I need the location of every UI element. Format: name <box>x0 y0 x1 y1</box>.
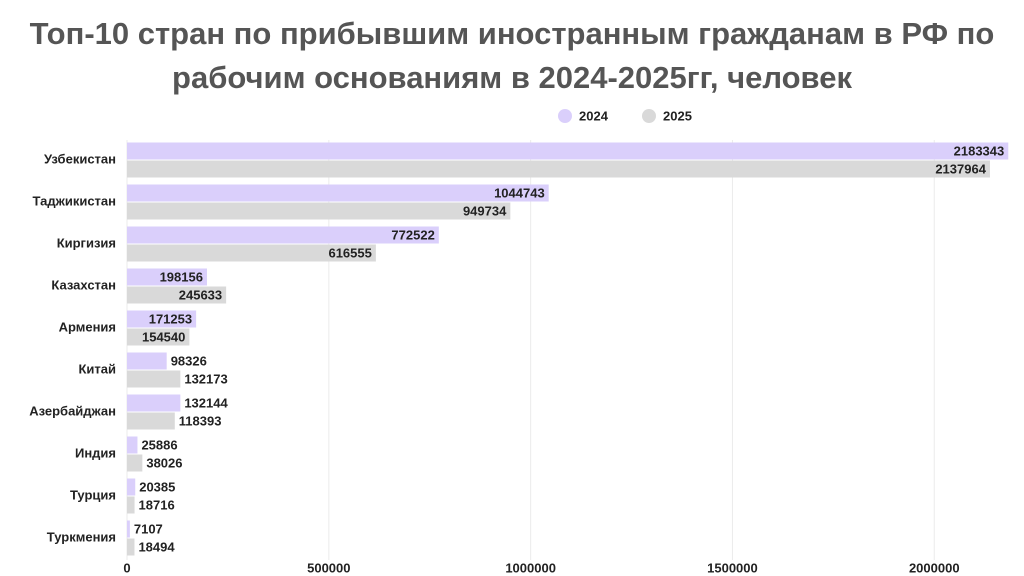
x-tick-label: 2000000 <box>909 560 960 575</box>
data-label: 132144 <box>184 395 228 410</box>
legend-label: 2025 <box>663 108 692 123</box>
bar <box>127 244 376 262</box>
bar <box>127 268 207 286</box>
data-label: 1044743 <box>494 185 545 200</box>
bar <box>127 370 181 388</box>
y-tick-label: Таджикистан <box>33 193 116 208</box>
data-label: 20385 <box>139 479 175 494</box>
y-tick-label: Армения <box>59 319 116 334</box>
data-label: 949734 <box>463 203 507 218</box>
data-label: 171253 <box>149 311 192 326</box>
data-label: 18716 <box>139 497 175 512</box>
bar <box>127 520 130 538</box>
data-label: 616555 <box>328 245 371 260</box>
x-tick-label: 1000000 <box>505 560 556 575</box>
x-tick-label: 0 <box>123 560 130 575</box>
data-label: 2183343 <box>954 143 1005 158</box>
y-tick-label: Турция <box>70 487 116 502</box>
bar <box>127 412 175 430</box>
bar <box>127 226 439 244</box>
x-tick-label: 1500000 <box>707 560 758 575</box>
y-tick-label: Казахстан <box>51 277 116 292</box>
bar <box>127 454 143 472</box>
legend-swatch <box>558 109 572 123</box>
data-label: 132173 <box>184 371 227 386</box>
bar <box>127 394 181 412</box>
y-tick-label: Индия <box>75 445 116 460</box>
data-label: 772522 <box>391 227 434 242</box>
y-tick-label: Киргизия <box>57 235 116 250</box>
legend-label: 2024 <box>579 108 609 123</box>
bar <box>127 142 1009 160</box>
data-label: 118393 <box>179 413 222 428</box>
bar <box>127 310 197 328</box>
legend-swatch <box>642 109 656 123</box>
bar <box>127 202 511 220</box>
bar <box>127 538 135 556</box>
y-tick-label: Китай <box>78 361 116 376</box>
bar <box>127 328 190 346</box>
data-label: 198156 <box>160 269 203 284</box>
data-label: 2137964 <box>935 161 986 176</box>
data-label: 7107 <box>134 521 163 536</box>
bar <box>127 352 167 370</box>
bar <box>127 436 138 454</box>
data-label: 98326 <box>171 353 207 368</box>
y-tick-label: Узбекистан <box>44 151 116 166</box>
bar <box>127 184 549 202</box>
bar <box>127 496 135 514</box>
x-tick-label: 500000 <box>307 560 350 575</box>
chart-title: Топ-10 стран по прибывшим иностранным гр… <box>29 16 995 95</box>
data-label: 245633 <box>179 287 222 302</box>
bar <box>127 160 990 178</box>
data-label: 154540 <box>142 329 185 344</box>
bar <box>127 478 136 496</box>
bar <box>127 286 227 304</box>
data-label: 18494 <box>138 539 175 554</box>
data-label: 38026 <box>146 455 182 470</box>
data-label: 25886 <box>141 437 177 452</box>
y-tick-label: Азербайджан <box>29 403 116 418</box>
y-tick-label: Туркмения <box>47 529 116 544</box>
